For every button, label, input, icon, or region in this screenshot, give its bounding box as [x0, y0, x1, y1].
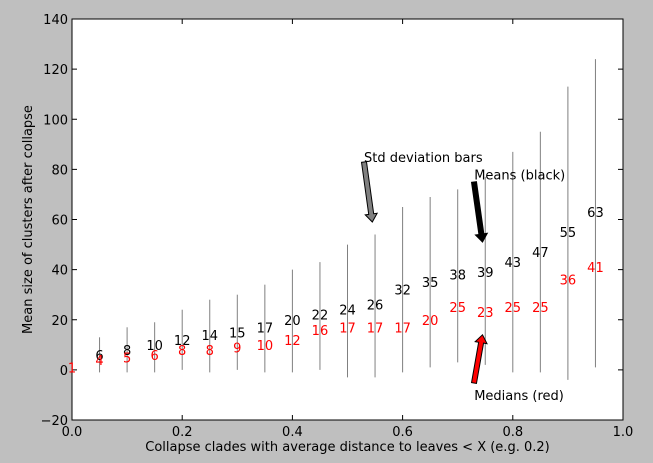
means-arrow [470, 181, 489, 243]
median-label: 10 [257, 339, 274, 354]
mean-label: 26 [367, 299, 384, 314]
median-label: 23 [477, 306, 494, 321]
mean-label: 39 [477, 266, 494, 281]
median-label: 5 [123, 351, 131, 366]
mean-label: 17 [257, 321, 274, 336]
mean-label: 43 [505, 256, 522, 271]
median-label: 17 [367, 321, 384, 336]
point-labels-group: 1648510612814815917102012221624172617321… [68, 206, 604, 376]
mean-label: 35 [422, 276, 439, 291]
means-annotation-label: Means (black) [474, 168, 565, 183]
median-label: 25 [505, 301, 522, 316]
x-tick-label: 1.0 [613, 425, 634, 440]
median-label: 8 [178, 344, 186, 359]
mean-label: 22 [312, 309, 329, 324]
mean-label: 15 [229, 326, 246, 341]
mean-label: 32 [394, 284, 411, 299]
mean-label: 8 [123, 344, 131, 359]
std-arrow [360, 161, 379, 223]
median-label: 1 [68, 361, 76, 376]
medians-annotation-label: Medians (red) [474, 389, 564, 404]
mean-label: 24 [339, 304, 356, 319]
x-tick-label: 0.4 [282, 425, 303, 440]
mean-label: 12 [174, 334, 191, 349]
y-axis-label: Mean size of clusters after collapse [21, 105, 36, 334]
median-label: 25 [449, 301, 466, 316]
y-tick-label: 20 [51, 314, 68, 329]
x-tick-label: 0.2 [172, 425, 193, 440]
median-label: 25 [532, 301, 549, 316]
median-label: 4 [95, 354, 103, 369]
mean-label: 38 [449, 269, 466, 284]
medians-arrow [470, 333, 488, 385]
std-bars-group [99, 59, 596, 380]
std-annotation-label: Std deviation bars [364, 151, 483, 166]
median-label: 17 [394, 321, 411, 336]
y-tick-label: 0 [60, 364, 68, 379]
median-label: 12 [284, 334, 301, 349]
y-tick-label: 100 [43, 113, 68, 128]
y-tick-label: −20 [41, 414, 68, 429]
median-label: 8 [206, 344, 214, 359]
mean-label: 6 [95, 349, 103, 364]
x-tick-label: 0.0 [62, 425, 83, 440]
median-label: 41 [587, 261, 604, 276]
median-label: 16 [312, 324, 329, 339]
median-label: 36 [560, 274, 577, 289]
x-tick-label: 0.6 [392, 425, 413, 440]
mean-label: 10 [146, 339, 163, 354]
y-tick-label: 120 [43, 63, 68, 78]
median-label: 6 [151, 349, 159, 364]
annotations-group: Std deviation bars Means (black) Medians… [360, 151, 565, 404]
mean-label: 47 [532, 246, 549, 261]
x-tick-label: 0.8 [502, 425, 523, 440]
mean-label: 55 [560, 226, 577, 241]
y-tick-label: 80 [51, 163, 68, 178]
median-label: 17 [339, 321, 356, 336]
y-tick-label: 40 [51, 264, 68, 279]
y-tick-label: 60 [51, 214, 68, 229]
median-label: 20 [422, 314, 439, 329]
x-axis-label: Collapse clades with average distance to… [145, 440, 549, 455]
median-label: 9 [233, 341, 241, 356]
mean-label: 63 [587, 206, 604, 221]
y-tick-label: 140 [43, 13, 68, 28]
mean-label: 20 [284, 314, 301, 329]
mean-label: 14 [201, 329, 218, 344]
